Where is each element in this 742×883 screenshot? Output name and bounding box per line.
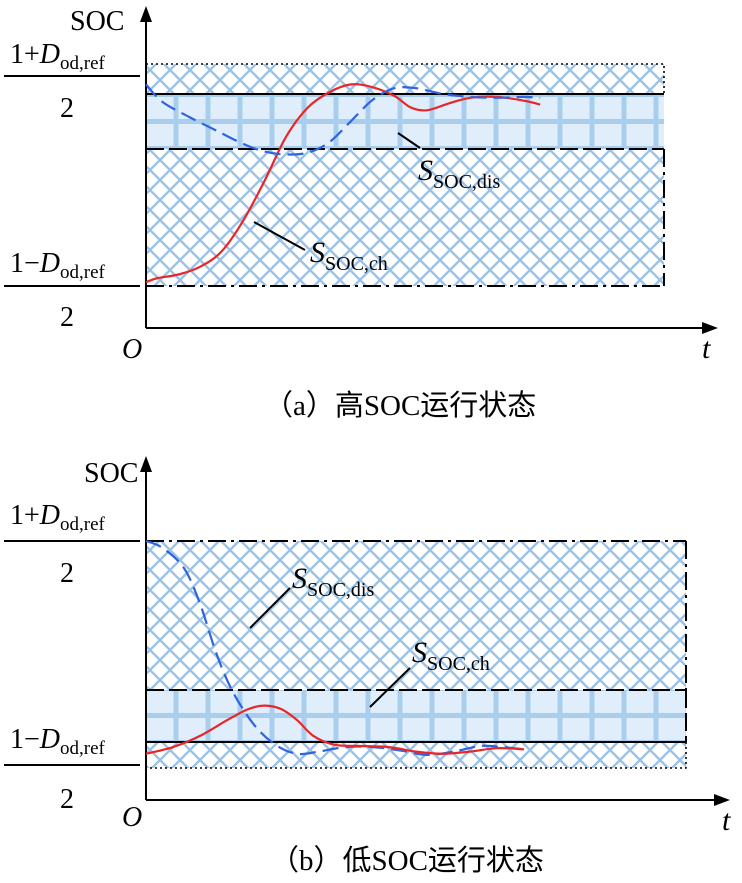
- panel-a-y-label: SOC: [70, 6, 124, 37]
- panel-b-upper-denominator: 2: [60, 558, 74, 589]
- panel-a-ch-label: SSOC,ch: [310, 236, 388, 275]
- panel-a-dis-leader: [397, 132, 421, 149]
- panel-a-discharge-curve: [145, 83, 541, 156]
- panel-b-caption: （b）低SOC运行状态: [270, 844, 544, 877]
- panel-b: SOC 1+Dod,ref 2 1−Dod,ref 2 O t SSOC,dis…: [4, 456, 731, 877]
- panel-b-origin: O: [122, 802, 142, 833]
- panel-a-lower-band: [146, 149, 664, 286]
- panel-a-charge-curve: [145, 83, 541, 284]
- panel-b-y-label: SOC: [84, 458, 138, 489]
- panel-b-lower-denominator: 2: [60, 784, 74, 815]
- panel-b-lower-numerator: 1−Dod,ref: [10, 724, 106, 759]
- panel-a-origin: O: [122, 334, 142, 365]
- panel-a-lower-numerator: 1−Dod,ref: [10, 248, 106, 283]
- panel-b-upper-band: [146, 541, 686, 690]
- panel-b-x-label: t: [722, 804, 731, 837]
- panel-b-dis-leader: [249, 587, 291, 629]
- panel-b-charge-curve: [145, 704, 525, 755]
- panel-a-x-label: t: [702, 332, 711, 365]
- panel-a-upper-band: [145, 63, 665, 95]
- panel-a-middle-band: [146, 94, 664, 149]
- panel-a: SOC 1+Dod,ref 2 1−Dod,ref 2 O t SSOC,dis…: [4, 6, 718, 422]
- panel-a-upper-numerator: 1+Dod,ref: [10, 39, 106, 74]
- panel-a-ch-leader: [253, 221, 306, 251]
- panel-b-lower-band: [145, 741, 687, 769]
- panel-b-ch-leader: [369, 667, 411, 708]
- panel-b-middle-band: [146, 690, 686, 742]
- panel-a-caption: （a）高SOC运行状态: [264, 389, 536, 422]
- panel-a-dis-label: SSOC,dis: [418, 154, 500, 193]
- panel-b-dis-label: SSOC,dis: [292, 562, 374, 601]
- panel-a-upper-denominator: 2: [60, 93, 74, 124]
- panel-b-ch-label: SSOC,ch: [412, 636, 490, 675]
- panel-a-lower-denominator: 2: [60, 302, 74, 333]
- panel-b-discharge-curve: [145, 539, 525, 757]
- panel-b-upper-numerator: 1+Dod,ref: [10, 500, 106, 535]
